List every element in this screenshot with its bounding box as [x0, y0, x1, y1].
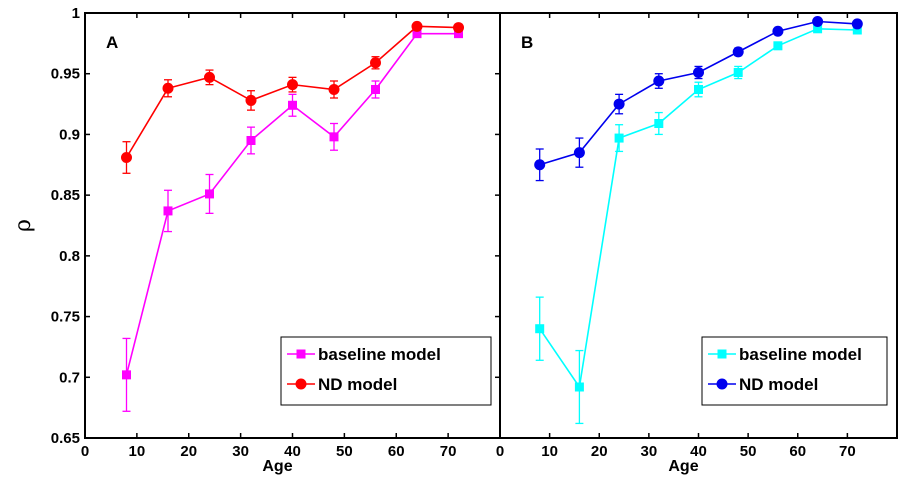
- panel-a-ytick-label: 0.8: [59, 248, 80, 265]
- panel-a-nd-model-point: [328, 84, 340, 95]
- panel-b-baseline-model-point: [694, 85, 703, 94]
- panel-b-nd-model-point: [613, 98, 625, 110]
- panel-a-ytick-label: 0.95: [51, 66, 80, 83]
- panel-a-xtick-label: 40: [284, 443, 301, 460]
- panel-b-xtick-label: 70: [839, 443, 856, 460]
- panel-a-xlabel: Age: [262, 458, 292, 475]
- panel-b-baseline-model-point: [773, 41, 783, 51]
- panel-a-baseline-model-point: [329, 132, 339, 142]
- panel-a-baseline-model-point: [205, 189, 214, 199]
- panel-b-baseline-model-point: [574, 382, 584, 392]
- panel-a-baseline-model-point: [412, 29, 422, 39]
- panel-b-baseline-model-point: [733, 68, 743, 77]
- panel-a-nd-model-point: [411, 20, 423, 32]
- panel-b-legend-nd-model-marker: [716, 378, 728, 390]
- panel-a-baseline-model-point: [122, 370, 131, 380]
- panel-b-xlabel: Age: [668, 458, 698, 475]
- panel-a-nd-model-point: [453, 22, 464, 34]
- panel-b-legend-nd-model-label: ND model: [739, 375, 818, 394]
- panel-a-nd-model-point: [204, 71, 215, 83]
- panel-a-xtick-label: 60: [388, 443, 405, 460]
- panel-a-xtick-label: 70: [440, 443, 457, 460]
- panel-b-xtick-label: 20: [591, 443, 608, 460]
- panel-a-legend-nd-model-marker: [295, 378, 307, 390]
- panel-a-baseline-model-point: [454, 29, 463, 39]
- panel-a-baseline-model-point: [288, 100, 297, 110]
- panel-b-baseline-model-point: [654, 119, 664, 128]
- panel-a-xtick-label: 10: [129, 443, 146, 460]
- panel-b-nd-model-point: [573, 147, 585, 159]
- panel-a-letter: A: [106, 33, 118, 52]
- panel-b-legend-baseline-model-label: baseline model: [739, 345, 862, 364]
- panel-a-ytick-label: 0.65: [51, 430, 80, 447]
- panel-a-ytick-label: 0.7: [59, 369, 80, 386]
- panel-a-nd-model-point: [370, 57, 381, 69]
- panel-b-legend-box: [701, 336, 888, 406]
- panel-a-baseline-model-point: [163, 206, 173, 216]
- panel-b-xtick-label: 50: [740, 443, 757, 460]
- panel-a-ytick-label: 0.9: [59, 126, 80, 143]
- panel-b-letter: B: [521, 33, 533, 52]
- panel-a-legend-baseline-model-label: baseline model: [318, 345, 441, 364]
- panel-a-nd-model-point: [287, 79, 298, 91]
- panel-a-xtick-label: 20: [180, 443, 197, 460]
- panel-b-nd-model-point: [772, 25, 784, 37]
- panel-a-ytick-label: 1: [72, 5, 80, 22]
- panel-b-legend-baseline-model-marker: [717, 349, 727, 359]
- panel-b-nd-model-point: [812, 16, 824, 27]
- panel-b-xtick-label: 40: [690, 443, 707, 460]
- panel-a-ylabel: ρ: [11, 219, 36, 232]
- panel-b-baseline-model-point: [852, 25, 862, 35]
- panel-a-xtick-label: 0: [81, 443, 89, 460]
- panel-b-nd-model-point: [732, 46, 744, 58]
- panel-a-xtick-label: 50: [336, 443, 353, 460]
- panel-a-xtick-label: 30: [232, 443, 249, 460]
- panel-b-baseline-model-point: [535, 324, 545, 334]
- panel-a-ytick-label: 0.75: [51, 309, 80, 326]
- panel-b-xtick-label: 10: [541, 443, 558, 460]
- panel-b-xtick-label: 30: [641, 443, 658, 460]
- panel-b-xtick-label: 60: [789, 443, 806, 460]
- panel-b-xtick-label: 0: [496, 443, 504, 460]
- panel-b-baseline-model-point: [813, 24, 823, 34]
- panel-a-baseline-model-point: [246, 136, 256, 145]
- panel-a-nd-model-point: [162, 82, 174, 94]
- panel-b-nd-model-point: [693, 67, 704, 78]
- panel-a-legend-nd-model-label: ND model: [318, 375, 397, 394]
- panel-b-nd-model-point: [653, 75, 665, 87]
- panel-a-legend-box: [280, 336, 492, 406]
- panel-a-legend-baseline-model-marker: [296, 349, 306, 359]
- panel-b-nd-model-point: [851, 18, 863, 30]
- panel-a-ytick-label: 0.85: [51, 187, 80, 204]
- panel-a-baseline-model-point: [371, 85, 380, 94]
- panel-b-baseline-model-point: [614, 133, 624, 143]
- panel-a-nd-model-point: [245, 94, 257, 106]
- panel-a-nd-model-point: [121, 152, 132, 163]
- panel-b-nd-model-point: [534, 159, 546, 171]
